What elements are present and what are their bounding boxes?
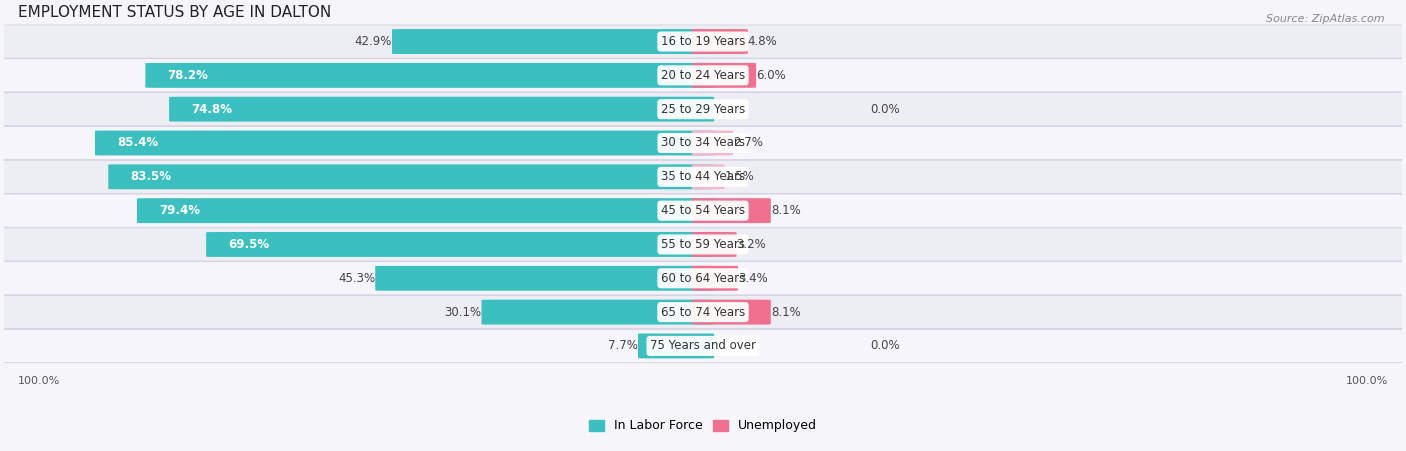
Text: Source: ZipAtlas.com: Source: ZipAtlas.com bbox=[1267, 14, 1385, 23]
Text: 85.4%: 85.4% bbox=[117, 137, 159, 149]
Text: 79.4%: 79.4% bbox=[159, 204, 200, 217]
Text: 45 to 54 Years: 45 to 54 Years bbox=[661, 204, 745, 217]
Text: 25 to 29 Years: 25 to 29 Years bbox=[661, 103, 745, 115]
Text: 7.7%: 7.7% bbox=[609, 340, 638, 352]
Text: 6.0%: 6.0% bbox=[756, 69, 786, 82]
FancyBboxPatch shape bbox=[0, 262, 1406, 295]
FancyBboxPatch shape bbox=[638, 333, 714, 359]
FancyBboxPatch shape bbox=[0, 295, 1406, 329]
FancyBboxPatch shape bbox=[96, 130, 714, 156]
FancyBboxPatch shape bbox=[692, 130, 733, 156]
FancyBboxPatch shape bbox=[0, 92, 1406, 126]
FancyBboxPatch shape bbox=[0, 25, 1406, 58]
FancyBboxPatch shape bbox=[692, 232, 737, 257]
FancyBboxPatch shape bbox=[692, 29, 748, 54]
Text: 30 to 34 Years: 30 to 34 Years bbox=[661, 137, 745, 149]
Text: 55 to 59 Years: 55 to 59 Years bbox=[661, 238, 745, 251]
Text: 3.4%: 3.4% bbox=[738, 272, 768, 285]
FancyBboxPatch shape bbox=[0, 329, 1406, 363]
Legend: In Labor Force, Unemployed: In Labor Force, Unemployed bbox=[589, 419, 817, 433]
FancyBboxPatch shape bbox=[145, 63, 714, 88]
FancyBboxPatch shape bbox=[0, 59, 1406, 92]
Text: 45.3%: 45.3% bbox=[337, 272, 375, 285]
Text: 0.0%: 0.0% bbox=[870, 103, 900, 115]
FancyBboxPatch shape bbox=[392, 29, 714, 54]
FancyBboxPatch shape bbox=[375, 266, 714, 291]
Text: 30.1%: 30.1% bbox=[444, 306, 481, 318]
Text: 69.5%: 69.5% bbox=[229, 238, 270, 251]
Text: 20 to 24 Years: 20 to 24 Years bbox=[661, 69, 745, 82]
FancyBboxPatch shape bbox=[169, 97, 714, 122]
FancyBboxPatch shape bbox=[0, 194, 1406, 227]
Text: EMPLOYMENT STATUS BY AGE IN DALTON: EMPLOYMENT STATUS BY AGE IN DALTON bbox=[18, 5, 332, 19]
Text: 42.9%: 42.9% bbox=[354, 35, 392, 48]
Text: 0.0%: 0.0% bbox=[870, 340, 900, 352]
FancyBboxPatch shape bbox=[692, 299, 770, 325]
FancyBboxPatch shape bbox=[0, 228, 1406, 261]
FancyBboxPatch shape bbox=[692, 266, 738, 291]
Text: 8.1%: 8.1% bbox=[770, 306, 800, 318]
Text: 75 Years and over: 75 Years and over bbox=[650, 340, 756, 352]
Text: 4.8%: 4.8% bbox=[748, 35, 778, 48]
FancyBboxPatch shape bbox=[692, 63, 756, 88]
Text: 8.1%: 8.1% bbox=[770, 204, 800, 217]
Text: 16 to 19 Years: 16 to 19 Years bbox=[661, 35, 745, 48]
FancyBboxPatch shape bbox=[481, 299, 714, 325]
FancyBboxPatch shape bbox=[0, 126, 1406, 160]
Text: 65 to 74 Years: 65 to 74 Years bbox=[661, 306, 745, 318]
Text: 1.5%: 1.5% bbox=[724, 170, 755, 183]
Text: 78.2%: 78.2% bbox=[167, 69, 208, 82]
Text: 74.8%: 74.8% bbox=[191, 103, 232, 115]
FancyBboxPatch shape bbox=[207, 232, 714, 257]
FancyBboxPatch shape bbox=[108, 164, 714, 189]
Text: 2.7%: 2.7% bbox=[733, 137, 763, 149]
Text: 35 to 44 Years: 35 to 44 Years bbox=[661, 170, 745, 183]
FancyBboxPatch shape bbox=[692, 164, 724, 189]
FancyBboxPatch shape bbox=[136, 198, 714, 223]
Text: 83.5%: 83.5% bbox=[131, 170, 172, 183]
Text: 100.0%: 100.0% bbox=[1346, 377, 1388, 387]
FancyBboxPatch shape bbox=[0, 160, 1406, 193]
Text: 100.0%: 100.0% bbox=[18, 377, 60, 387]
Text: 60 to 64 Years: 60 to 64 Years bbox=[661, 272, 745, 285]
Text: 3.2%: 3.2% bbox=[737, 238, 766, 251]
FancyBboxPatch shape bbox=[692, 198, 770, 223]
